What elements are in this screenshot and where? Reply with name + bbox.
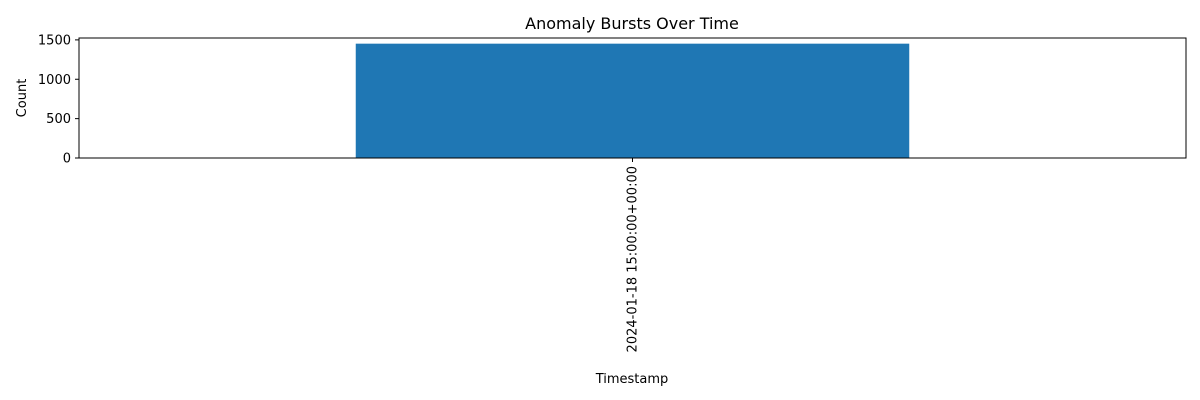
x-tick-label: 2024-01-18 15:00:00+00:00 [626, 166, 641, 352]
x-axis-label: Timestamp [595, 372, 669, 387]
y-tick-label: 1500 [38, 33, 71, 48]
y-tick-label: 0 [63, 152, 71, 167]
bar-layer [355, 43, 910, 158]
bar-0 [355, 43, 910, 158]
chart-title: Anomaly Bursts Over Time [525, 14, 739, 33]
y-tick-label: 500 [46, 112, 71, 127]
y-axis-label: Count [15, 79, 30, 118]
x-axis: 2024-01-18 15:00:00+00:00 [626, 158, 641, 352]
y-axis: 0 500 1000 1500 [38, 33, 79, 167]
y-tick-label: 1000 [38, 73, 71, 88]
